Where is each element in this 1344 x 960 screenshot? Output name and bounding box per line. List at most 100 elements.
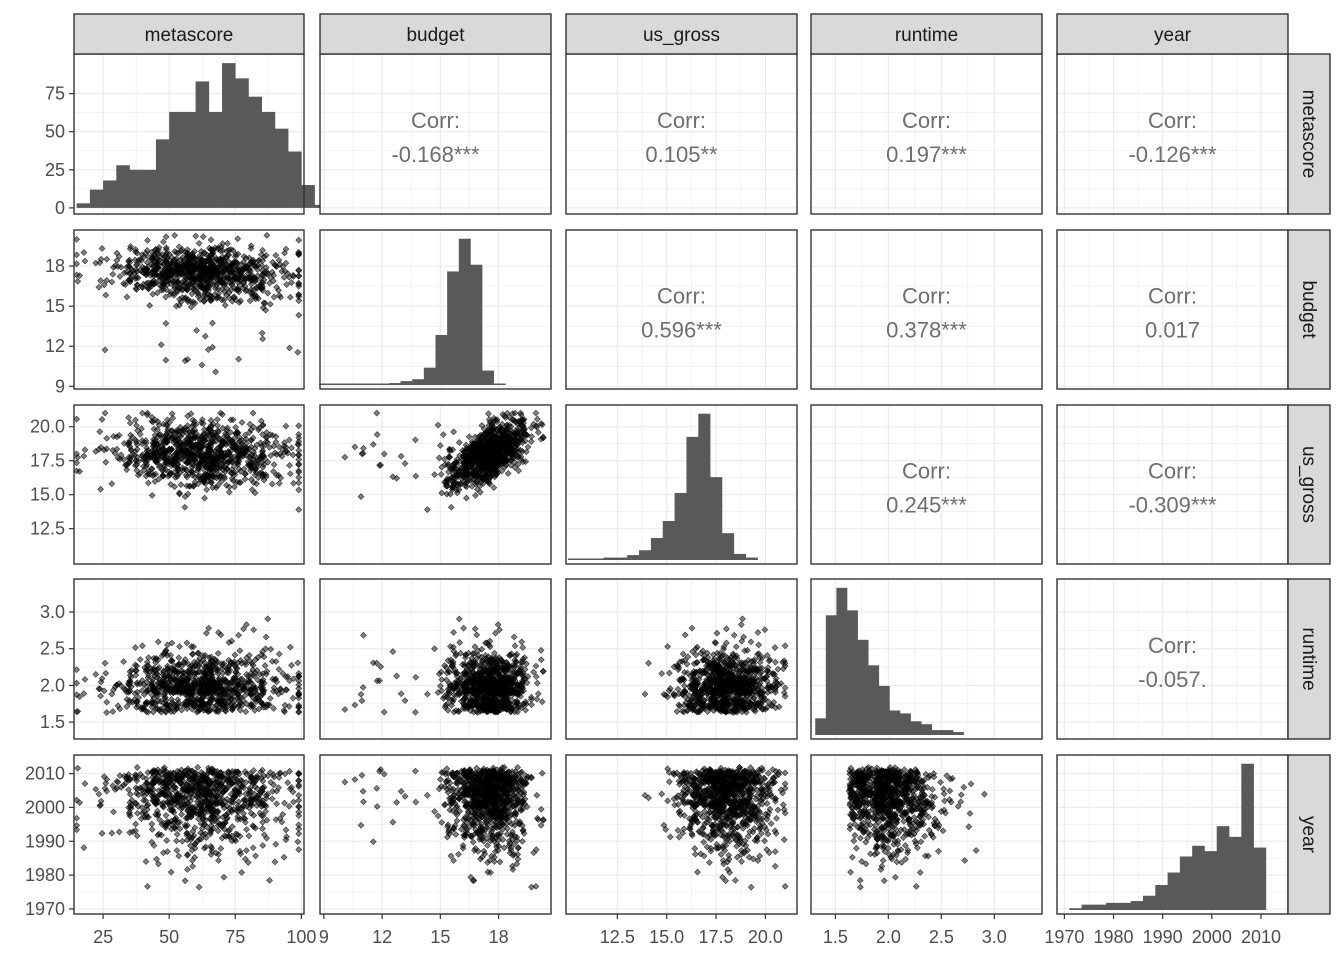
panel-budget-year: Corr:0.017 (1056, 229, 1289, 390)
scatter-point (282, 259, 290, 267)
histogram-bar (458, 238, 471, 385)
scatter-point (262, 264, 270, 271)
histogram-bar (195, 81, 210, 208)
scatter-point (73, 260, 81, 268)
panel-us_gross-metascore (73, 404, 305, 565)
histogram-bar (423, 367, 436, 385)
histogram-bar (208, 111, 223, 208)
histogram-bar (400, 381, 413, 385)
scatter-point (259, 335, 267, 343)
panel-background (74, 579, 304, 739)
panel-metascore-budget: Corr: -0.168*** (319, 53, 552, 215)
panel-us_gross-runtime: Corr:0.245*** (810, 404, 1043, 565)
scatter-point (295, 236, 303, 244)
scatter-point (207, 236, 215, 244)
scatter-point (103, 276, 111, 284)
panel-runtime-budget (319, 578, 552, 740)
histogram-bar (116, 165, 130, 208)
scatter-point (92, 259, 100, 267)
scatter-point (154, 289, 161, 297)
histogram-bar (721, 533, 735, 560)
panel-background (1057, 405, 1288, 564)
histogram-bar (493, 383, 506, 385)
histogram-bar (288, 151, 302, 208)
panel-us_gross-budget (319, 404, 552, 565)
scatter-point (73, 251, 81, 259)
histogram-bar (686, 436, 699, 560)
corr-value: 0.245*** (886, 493, 967, 518)
corr-label: Corr: (657, 108, 706, 133)
corr-label: Corr: (902, 108, 951, 133)
corr-value: 0.017 (1145, 318, 1200, 343)
histogram-bar (591, 558, 604, 560)
histogram-bar (261, 111, 276, 208)
corr-label: Corr: (411, 108, 460, 133)
corr-label: Corr: (1148, 108, 1197, 133)
panel-budget-runtime: Corr: 0.378*** (810, 229, 1043, 390)
histogram-bar (674, 492, 687, 560)
scatter-point (258, 262, 266, 270)
corr-value: -0.309*** (1128, 493, 1217, 518)
histogram-bar (662, 520, 675, 560)
scatter-point (162, 319, 170, 327)
histogram-bar (377, 383, 390, 385)
histogram-bar (733, 553, 746, 560)
corr-value: 0.197*** (886, 142, 967, 167)
histogram-bar (388, 383, 401, 385)
corr-value: -0.126*** (1128, 142, 1217, 167)
scatter-point (193, 327, 201, 334)
panel-us_gross-year: Corr: -0.309*** (1056, 404, 1289, 565)
histogram-bar (235, 78, 249, 208)
scatter-point (192, 232, 200, 240)
corr-value: 0.378*** (886, 318, 967, 343)
histogram-bar (142, 169, 157, 208)
histogram-bar (435, 334, 448, 385)
panel-background (811, 54, 1042, 214)
scatter-point (198, 361, 206, 369)
panel-metascore-metascore (73, 53, 329, 215)
histogram-bar (353, 383, 366, 385)
scatter-point (242, 254, 250, 262)
histogram-bar (330, 383, 343, 385)
histogram-bar (222, 63, 236, 208)
scatter-point (201, 332, 209, 340)
scatter-point (263, 231, 271, 239)
histogram-bar (603, 557, 616, 560)
histogram-bar (274, 128, 289, 208)
scatter-point (109, 270, 117, 278)
histogram-bar (412, 379, 425, 385)
panel-budget-us_gross: Corr:0.596*** (565, 229, 798, 390)
histogram-bar (248, 96, 263, 208)
histogram-bar (129, 169, 144, 208)
histogram-bar (639, 550, 652, 560)
corr-value: -0.168*** (391, 142, 480, 167)
scatter-point (162, 293, 170, 301)
scatter-point (191, 299, 199, 307)
scatter-point (146, 302, 154, 309)
panel-background (566, 230, 797, 389)
histogram-bar (698, 413, 711, 560)
histogram-bar (319, 383, 331, 385)
histogram-bar (482, 370, 495, 385)
scatter-point (73, 236, 81, 243)
histogram-bar (447, 271, 460, 385)
corr-label: Corr: (902, 284, 951, 309)
histogram-bar (650, 538, 664, 560)
histogram-bar (301, 185, 315, 208)
histogram-bar (470, 264, 483, 385)
histogram-bar (579, 558, 592, 560)
scatter-point (171, 231, 179, 239)
corr-label: Corr: (1148, 459, 1197, 484)
histogram-bar (627, 555, 640, 560)
panel-runtime-metascore (73, 578, 305, 740)
histogram-bar (76, 203, 91, 208)
histogram-bar (169, 111, 183, 208)
panel-runtime-us_gross (565, 578, 798, 740)
scatter-point (224, 240, 231, 247)
histogram-bar (745, 557, 758, 560)
histogram-bar (89, 189, 104, 208)
panel-background (811, 230, 1042, 389)
scatter-point (295, 272, 303, 280)
histogram-bar (182, 111, 196, 208)
